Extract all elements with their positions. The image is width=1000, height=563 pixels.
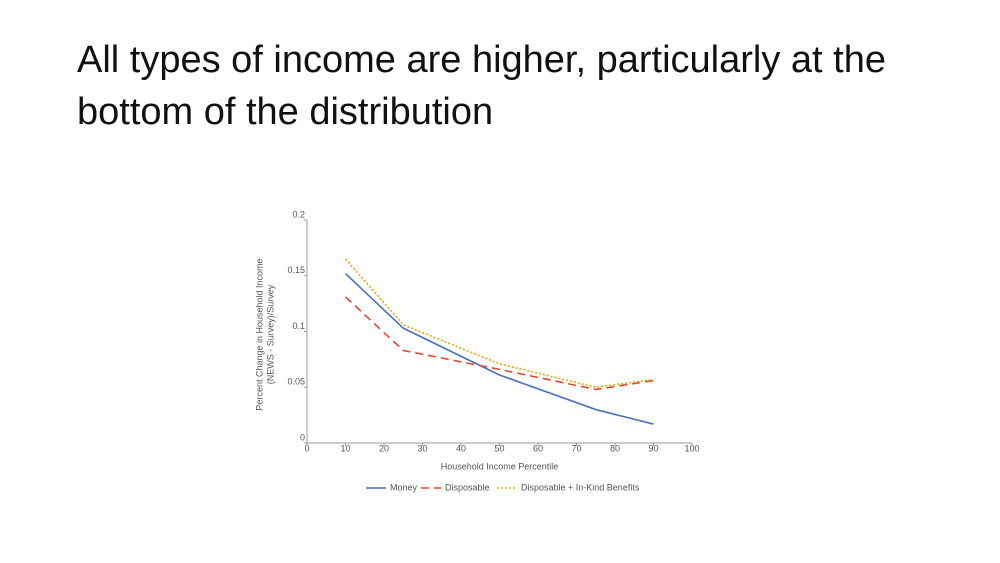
x-axis-label: Household Income Percentile xyxy=(441,461,559,471)
y-axis-label: Percent Change in Household Income xyxy=(254,258,264,410)
series-line xyxy=(344,258,654,389)
x-tick-label: 0 xyxy=(304,443,309,453)
series-line xyxy=(344,272,654,425)
x-tick-label: 40 xyxy=(456,443,466,453)
x-tick-label: 100 xyxy=(684,443,699,453)
slide-title: All types of income are higher, particul… xyxy=(77,39,886,133)
x-tick-label: 50 xyxy=(494,443,504,453)
x-tick-label: 80 xyxy=(610,443,620,453)
y-tick-label: 0.05 xyxy=(287,377,305,387)
x-tick-label: 90 xyxy=(648,443,658,453)
y-tick-label: 0.2 xyxy=(292,209,305,219)
legend-label: Disposable xyxy=(445,482,490,492)
legend-label: Money xyxy=(390,482,418,492)
y-tick-label: 0.15 xyxy=(287,265,305,275)
x-tick-label: 70 xyxy=(571,443,581,453)
x-tick-label: 10 xyxy=(340,443,350,453)
x-tick-label: 30 xyxy=(417,443,427,453)
x-tick-label: 20 xyxy=(379,443,389,453)
y-axis-label: (NEWS - Survey)/Survey xyxy=(265,284,275,384)
x-tick-label: 60 xyxy=(533,443,543,453)
legend-label: Disposable + In-Kind Benefits xyxy=(521,482,640,492)
series-line xyxy=(344,296,654,391)
y-tick-label: 0 xyxy=(300,432,305,442)
y-tick-label: 0.1 xyxy=(292,321,305,331)
